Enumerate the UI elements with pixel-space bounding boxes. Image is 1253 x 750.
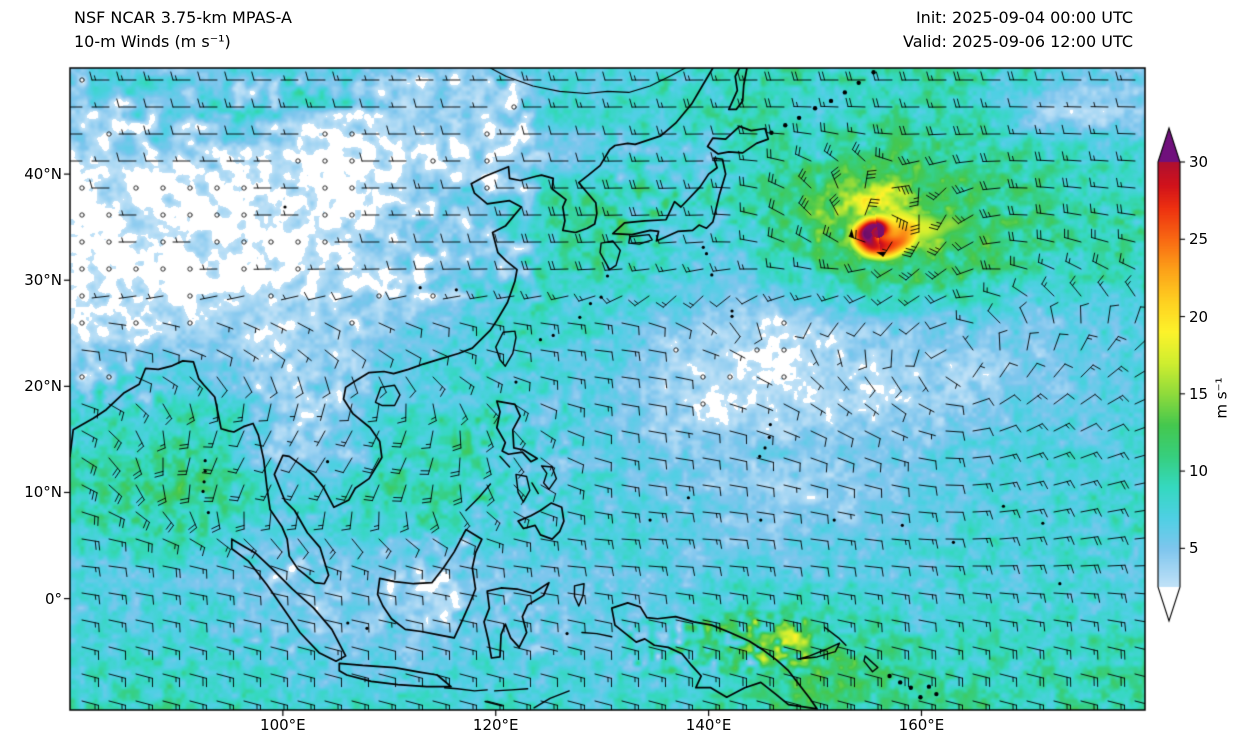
x-tick-label: 100°E (260, 716, 306, 734)
y-tick-label: 20°N (24, 377, 62, 396)
x-tick-label: 160°E (898, 716, 945, 734)
x-tick-label: 120°E (472, 716, 519, 734)
plot-subtitle: 10-m Winds (m s⁻¹) (74, 32, 231, 51)
colorbar-tick-label: 5 (1189, 539, 1199, 558)
colorbar-tick-label: 20 (1189, 307, 1209, 326)
colorbar-tick-label: 10 (1189, 462, 1209, 481)
y-tick-label: 30°N (24, 271, 62, 290)
colorbar-label: m s⁻¹ (1212, 377, 1231, 419)
colorbar-tick-label: 25 (1189, 230, 1209, 249)
y-tick-label: 10°N (24, 483, 62, 502)
colorbar-tick-label: 30 (1189, 153, 1209, 171)
y-tick-label: 40°N (24, 165, 62, 184)
init-time-label: Init: 2025-09-04 00:00 UTC (915, 8, 1133, 27)
valid-time-label: Valid: 2025-09-06 12:00 UTC (902, 32, 1133, 51)
plot-title: NSF NCAR 3.75-km MPAS-A (74, 8, 292, 27)
colorbar-tick-label: 15 (1189, 384, 1209, 403)
y-tick-label: 0° (44, 589, 62, 608)
x-tick-label: 140°E (685, 716, 732, 734)
